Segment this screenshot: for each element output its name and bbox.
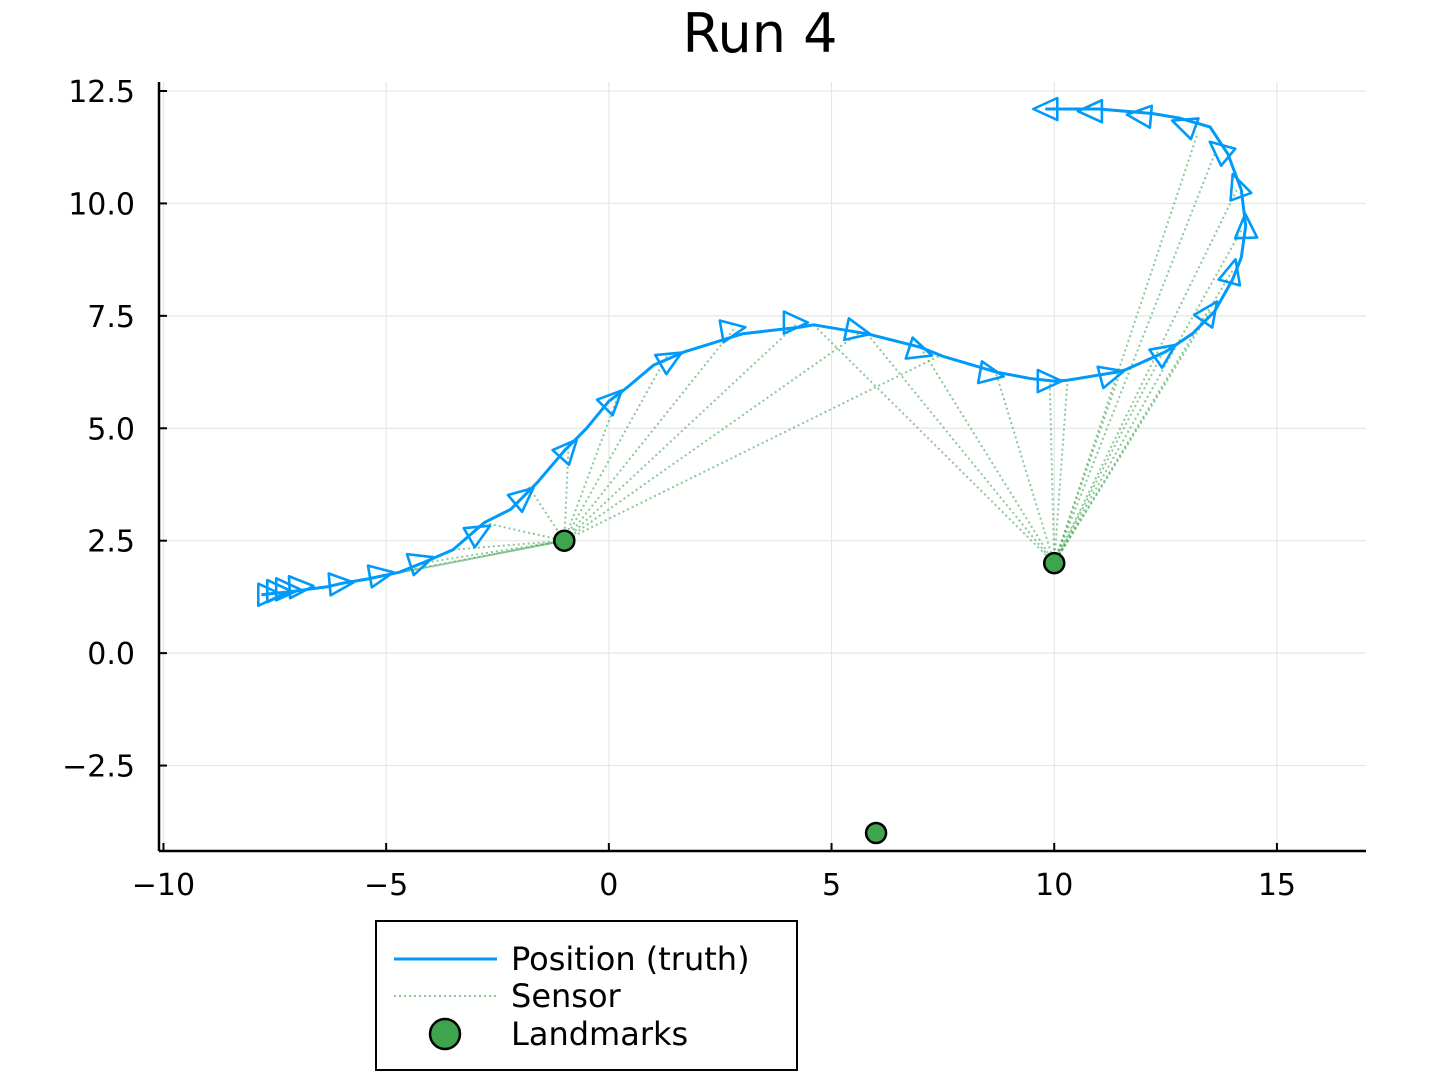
x-tick-label-0: −10 bbox=[132, 868, 195, 903]
sensor-line-21 bbox=[1053, 346, 1167, 564]
legend-sensor-label: Sensor bbox=[511, 977, 622, 1015]
sensor-line-5 bbox=[483, 521, 565, 542]
sensor-line-23 bbox=[1053, 270, 1234, 564]
sensor-line-1 bbox=[368, 539, 565, 580]
heading-markers bbox=[256, 96, 1259, 608]
heading-marker-9 bbox=[551, 438, 579, 467]
heading-marker-23 bbox=[1229, 172, 1253, 202]
y-tick-label-0: −2.5 bbox=[62, 750, 135, 785]
sensor-line-11 bbox=[563, 324, 797, 542]
heading-marker-4 bbox=[327, 572, 355, 597]
sensor-line-8 bbox=[563, 396, 619, 542]
sensor-line-24 bbox=[1053, 229, 1243, 564]
chart-title: Run 4 bbox=[682, 2, 837, 65]
sensor-line-15 bbox=[866, 333, 1056, 564]
heading-marker-25 bbox=[1170, 117, 1200, 141]
x-tick-label-1: −5 bbox=[364, 868, 408, 903]
legend-landmark-label: Landmarks bbox=[511, 1015, 688, 1053]
heading-marker-8 bbox=[506, 486, 535, 514]
heading-marker-17 bbox=[1036, 368, 1064, 394]
sensor-line-26 bbox=[1053, 153, 1216, 564]
y-tick-label-6: 12.5 bbox=[68, 75, 135, 110]
x-tick-label-3: 5 bbox=[822, 868, 841, 903]
sensor-line-25 bbox=[1053, 189, 1238, 564]
sensor-line-16 bbox=[919, 346, 1056, 564]
landmark-2 bbox=[864, 821, 888, 845]
heading-marker-19 bbox=[1148, 343, 1177, 369]
heading-marker-10 bbox=[595, 389, 624, 417]
y-tick-label-1: 0.0 bbox=[87, 637, 135, 672]
x-tick-label-4: 10 bbox=[1035, 868, 1073, 903]
heading-marker-20 bbox=[1192, 300, 1219, 329]
heading-marker-3 bbox=[287, 574, 315, 600]
axes bbox=[157, 82, 1366, 853]
sensor-line-20 bbox=[1053, 369, 1122, 564]
sensor-line-19 bbox=[1053, 378, 1069, 564]
heading-marker-14 bbox=[842, 317, 872, 342]
heading-marker-11 bbox=[654, 351, 683, 376]
heading-marker-15 bbox=[904, 336, 934, 360]
heading-marker-28 bbox=[1032, 96, 1059, 122]
sensor-line-4 bbox=[452, 539, 565, 551]
sensor-line-27 bbox=[1053, 135, 1198, 564]
heading-marker-18 bbox=[1096, 365, 1125, 390]
heading-marker-27 bbox=[1076, 98, 1104, 124]
x-tick-label-2: 0 bbox=[599, 868, 618, 903]
y-tick-label-2: 2.5 bbox=[87, 525, 135, 560]
truth-line bbox=[261, 107, 1248, 597]
heading-marker-13 bbox=[782, 310, 810, 335]
sensor-line-10 bbox=[563, 328, 735, 542]
y-tick-label-5: 10.0 bbox=[68, 187, 135, 222]
landmarks bbox=[553, 529, 1066, 845]
grid bbox=[159, 82, 1366, 851]
sensor-line-18 bbox=[1048, 383, 1056, 564]
sensor-line-7 bbox=[563, 441, 570, 541]
heading-marker-7 bbox=[462, 524, 492, 549]
legend: Position (truth) Sensor Landmarks bbox=[375, 920, 798, 1071]
truth-path bbox=[261, 107, 1248, 597]
sensor-line-6 bbox=[527, 486, 566, 542]
legend-landmark-swatch bbox=[428, 1017, 462, 1051]
heading-marker-12 bbox=[718, 319, 747, 344]
y-tick-label-3: 5.0 bbox=[87, 412, 135, 447]
heading-marker-22 bbox=[1233, 212, 1259, 240]
sensor-line-9 bbox=[563, 355, 668, 542]
landmark-1 bbox=[1042, 551, 1066, 575]
heading-marker-21 bbox=[1217, 258, 1242, 287]
heading-marker-6 bbox=[405, 552, 435, 577]
heading-marker-5 bbox=[366, 564, 395, 589]
legend-truth-label: Position (truth) bbox=[511, 940, 750, 978]
ticks: −10 −5 0 5 10 15 −2.5 0.0 2.5 5.0 7.5 10.0 12.5 bbox=[62, 75, 1296, 903]
sensor-line-3 bbox=[421, 539, 565, 565]
heading-marker-26 bbox=[1125, 104, 1154, 130]
sensor-line-14 bbox=[813, 324, 1055, 564]
sensor-line-13 bbox=[563, 355, 939, 542]
sensor-line-22 bbox=[1053, 310, 1211, 564]
heading-marker-24 bbox=[1208, 140, 1237, 167]
sensor-line-17 bbox=[995, 374, 1056, 564]
sensor-lines bbox=[341, 135, 1243, 585]
heading-marker-16 bbox=[976, 360, 1006, 385]
landmark-0 bbox=[553, 529, 576, 552]
heading-marker-1 bbox=[265, 578, 293, 604]
y-tick-label-4: 7.5 bbox=[87, 300, 135, 335]
x-tick-label-5: 15 bbox=[1258, 868, 1296, 903]
